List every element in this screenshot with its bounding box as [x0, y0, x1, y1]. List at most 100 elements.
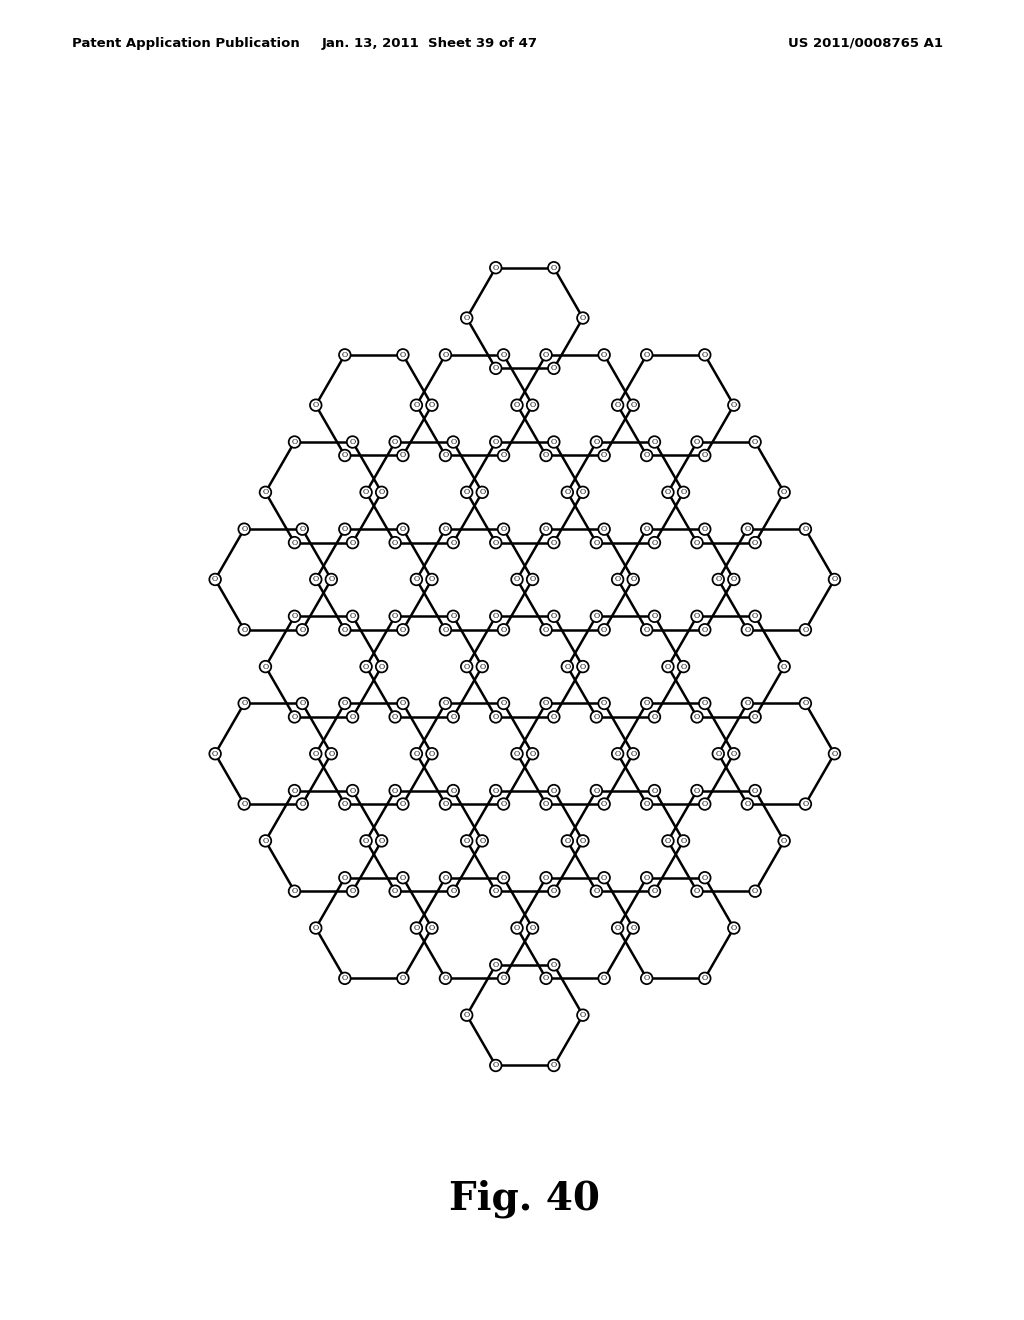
Text: O: O — [701, 800, 708, 808]
Circle shape — [541, 698, 552, 709]
Text: O: O — [262, 663, 268, 671]
Circle shape — [548, 711, 560, 723]
Text: O: O — [501, 626, 507, 634]
Text: O: O — [551, 612, 557, 620]
Circle shape — [691, 436, 702, 447]
Text: O: O — [665, 488, 671, 496]
Circle shape — [489, 785, 502, 796]
Circle shape — [489, 537, 502, 548]
Text: O: O — [752, 887, 758, 895]
Text: O: O — [451, 438, 457, 446]
Circle shape — [678, 661, 689, 672]
Circle shape — [389, 886, 401, 898]
Circle shape — [628, 748, 639, 759]
Circle shape — [561, 487, 573, 498]
Circle shape — [591, 785, 602, 796]
Text: O: O — [551, 713, 557, 721]
Circle shape — [713, 748, 724, 759]
Text: O: O — [501, 800, 507, 808]
Text: O: O — [551, 539, 557, 546]
Circle shape — [591, 610, 602, 622]
Text: O: O — [399, 874, 406, 882]
Text: O: O — [803, 800, 809, 808]
Circle shape — [498, 698, 509, 709]
Text: O: O — [399, 451, 406, 459]
Circle shape — [289, 610, 300, 622]
Text: O: O — [451, 539, 457, 546]
Text: O: O — [514, 401, 520, 409]
Circle shape — [297, 523, 308, 535]
Circle shape — [800, 698, 811, 709]
Text: O: O — [429, 401, 435, 409]
Circle shape — [511, 923, 523, 933]
Text: O: O — [630, 924, 636, 932]
Circle shape — [641, 973, 652, 985]
Circle shape — [360, 487, 372, 498]
Text: O: O — [414, 750, 420, 758]
Text: O: O — [701, 525, 708, 533]
Circle shape — [548, 886, 560, 898]
Circle shape — [447, 886, 459, 898]
Text: US 2011/0008765 A1: US 2011/0008765 A1 — [788, 37, 943, 50]
Circle shape — [691, 886, 702, 898]
Text: O: O — [543, 974, 549, 982]
Circle shape — [347, 537, 358, 548]
Circle shape — [447, 537, 459, 548]
Text: O: O — [529, 401, 536, 409]
Text: O: O — [399, 800, 406, 808]
Circle shape — [699, 698, 711, 709]
Circle shape — [461, 313, 472, 323]
Text: O: O — [292, 787, 298, 795]
Text: O: O — [429, 924, 435, 932]
Circle shape — [397, 873, 409, 883]
Text: O: O — [342, 974, 348, 982]
Circle shape — [411, 400, 422, 411]
Text: O: O — [601, 700, 607, 708]
Text: O: O — [442, 974, 449, 982]
Circle shape — [741, 698, 753, 709]
Text: O: O — [601, 626, 607, 634]
Text: O: O — [479, 488, 485, 496]
Circle shape — [347, 436, 358, 447]
Text: O: O — [262, 488, 268, 496]
Text: O: O — [543, 800, 549, 808]
Circle shape — [641, 348, 652, 360]
Text: O: O — [414, 576, 420, 583]
Text: O: O — [701, 351, 708, 359]
Text: O: O — [593, 612, 599, 620]
Circle shape — [376, 487, 387, 498]
Circle shape — [489, 711, 502, 723]
Text: O: O — [442, 351, 449, 359]
Text: O: O — [752, 438, 758, 446]
Text: O: O — [529, 750, 536, 758]
Text: O: O — [701, 874, 708, 882]
Circle shape — [476, 487, 488, 498]
Circle shape — [750, 886, 761, 898]
Circle shape — [389, 537, 401, 548]
Circle shape — [628, 923, 639, 933]
Text: O: O — [731, 750, 737, 758]
Text: O: O — [479, 663, 485, 671]
Text: O: O — [292, 612, 298, 620]
Circle shape — [447, 711, 459, 723]
Circle shape — [591, 711, 602, 723]
Text: O: O — [694, 887, 700, 895]
Text: O: O — [451, 612, 457, 620]
Text: O: O — [464, 1011, 470, 1019]
Circle shape — [641, 698, 652, 709]
Text: O: O — [312, 750, 318, 758]
Circle shape — [360, 836, 372, 846]
Circle shape — [591, 886, 602, 898]
Circle shape — [561, 661, 573, 672]
Circle shape — [691, 537, 702, 548]
Text: O: O — [349, 539, 355, 546]
Circle shape — [389, 711, 401, 723]
Text: O: O — [442, 451, 449, 459]
Circle shape — [239, 799, 250, 810]
Text: O: O — [601, 974, 607, 982]
Text: O: O — [644, 974, 650, 982]
Text: O: O — [514, 924, 520, 932]
Circle shape — [699, 624, 711, 635]
Text: O: O — [681, 488, 686, 496]
Circle shape — [297, 799, 308, 810]
